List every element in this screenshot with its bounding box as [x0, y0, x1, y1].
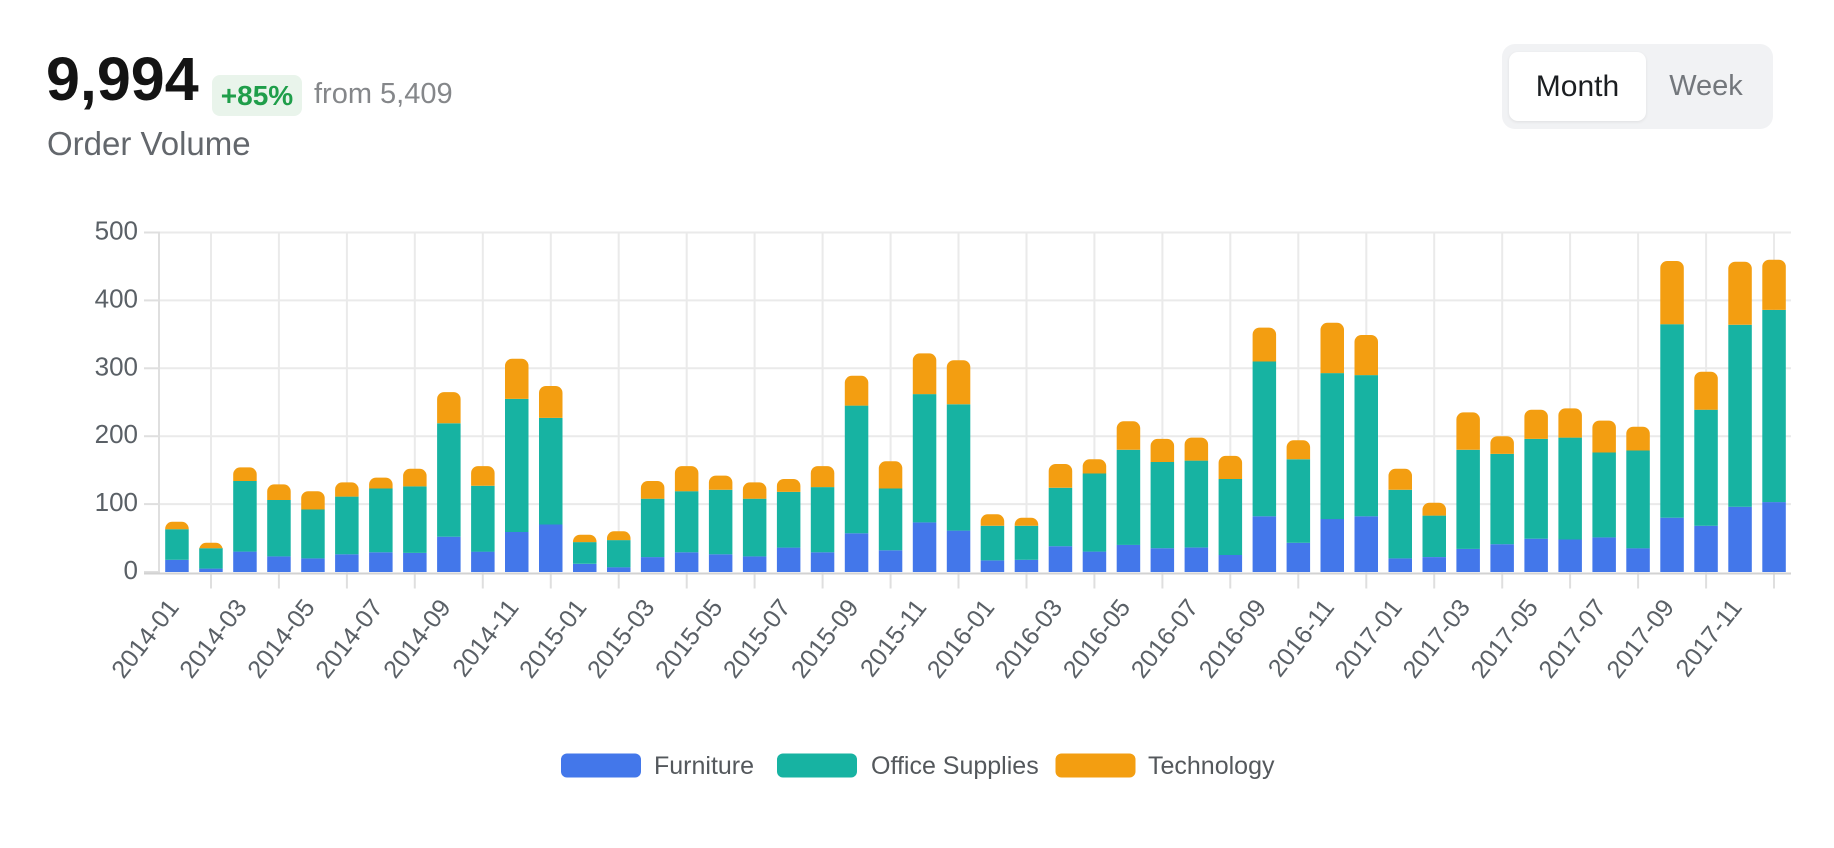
svg-text:100: 100	[95, 487, 138, 517]
svg-text:500: 500	[95, 216, 138, 246]
svg-text:2017-03: 2017-03	[1397, 594, 1476, 684]
svg-text:2017-11: 2017-11	[1670, 594, 1747, 682]
svg-text:2014-03: 2014-03	[174, 594, 253, 684]
svg-text:2015-09: 2015-09	[786, 594, 865, 684]
svg-text:2014-09: 2014-09	[378, 594, 457, 684]
svg-text:2016-03: 2016-03	[990, 594, 1069, 684]
svg-text:200: 200	[95, 419, 138, 449]
svg-text:2017-09: 2017-09	[1601, 594, 1680, 684]
svg-text:400: 400	[95, 283, 138, 313]
svg-text:2014-11: 2014-11	[447, 594, 524, 682]
svg-text:2016-05: 2016-05	[1058, 594, 1137, 684]
svg-text:300: 300	[95, 351, 138, 381]
svg-text:2016-07: 2016-07	[1126, 594, 1205, 684]
svg-text:Furniture: Furniture	[654, 752, 754, 780]
svg-text:Technology: Technology	[1148, 752, 1275, 780]
svg-text:Office Supplies: Office Supplies	[871, 752, 1039, 780]
svg-text:2015-05: 2015-05	[650, 594, 729, 684]
svg-text:2014-05: 2014-05	[242, 594, 321, 684]
svg-text:2015-03: 2015-03	[582, 594, 661, 684]
svg-text:0: 0	[124, 555, 138, 585]
svg-text:2015-01: 2015-01	[514, 594, 593, 684]
svg-text:2014-07: 2014-07	[310, 594, 389, 684]
svg-text:2016-11: 2016-11	[1263, 594, 1340, 682]
svg-text:2016-09: 2016-09	[1194, 594, 1273, 684]
svg-text:2017-07: 2017-07	[1533, 594, 1612, 684]
svg-text:2016-01: 2016-01	[922, 594, 1001, 684]
svg-text:2017-05: 2017-05	[1465, 594, 1544, 684]
svg-text:2015-07: 2015-07	[718, 594, 797, 684]
svg-text:2014-01: 2014-01	[106, 594, 185, 684]
svg-text:2015-11: 2015-11	[855, 594, 932, 682]
svg-text:2017-01: 2017-01	[1329, 594, 1408, 684]
